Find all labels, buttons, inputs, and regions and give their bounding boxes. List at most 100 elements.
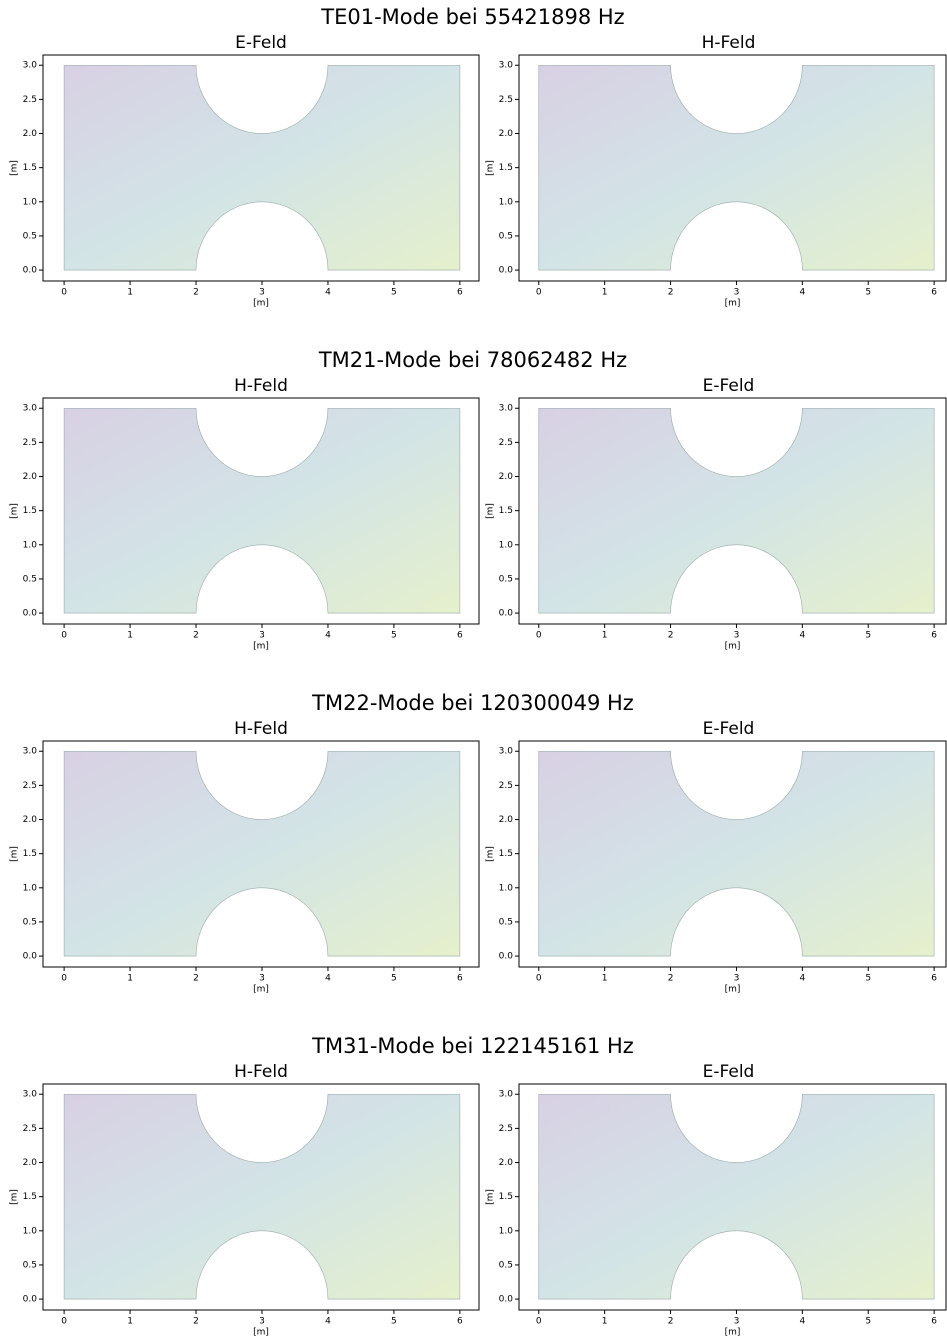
- x-tick-label: 5: [865, 288, 871, 298]
- y-tick-label: 0.0: [499, 609, 514, 619]
- x-tick-label: 5: [391, 631, 397, 641]
- y-tick-label: 1.0: [23, 1226, 38, 1236]
- x-tick-label: 5: [391, 1317, 397, 1327]
- x-tick-label: 1: [602, 288, 608, 298]
- x-tick-label: 3: [259, 974, 265, 984]
- y-tick-label: 0.0: [23, 266, 38, 276]
- y-tick-label: 3.0: [499, 1090, 514, 1100]
- y-tick-label: 0.0: [499, 1295, 514, 1305]
- y-axis-label: [m]: [10, 846, 20, 862]
- x-tick-label: 6: [457, 974, 463, 984]
- x-tick-label: 2: [193, 288, 199, 298]
- x-tick-label: 2: [668, 1317, 674, 1327]
- y-tick-label: 2.0: [499, 472, 514, 482]
- figure-title: TM31-Mode bei 122145161 Hz: [311, 1034, 634, 1058]
- x-tick-label: 6: [931, 288, 937, 298]
- x-tick-label: 1: [602, 631, 608, 641]
- x-tick-label: 6: [457, 288, 463, 298]
- x-tick-label: 6: [457, 1317, 463, 1327]
- panel-title: E-Feld: [235, 33, 287, 53]
- x-tick-label: 1: [602, 974, 608, 984]
- y-tick-label: 2.5: [23, 95, 37, 105]
- x-tick-label: 2: [668, 974, 674, 984]
- figure-title: TM21-Mode bei 78062482 Hz: [318, 348, 627, 372]
- x-tick-label: 0: [61, 1317, 67, 1327]
- y-tick-label: 2.5: [23, 1124, 37, 1134]
- y-tick-label: 1.5: [23, 163, 37, 173]
- field-domain: [63, 750, 461, 957]
- y-tick-label: 1.0: [23, 540, 38, 550]
- y-tick-label: 2.0: [23, 129, 38, 139]
- x-tick-label: 3: [734, 631, 740, 641]
- field-domain: [538, 750, 935, 957]
- x-tick-label: 4: [325, 1317, 331, 1327]
- y-tick-label: 2.0: [499, 1158, 514, 1168]
- y-tick-label: 1.0: [499, 883, 514, 893]
- panel-title: E-Feld: [703, 719, 755, 739]
- x-axis-label: [m]: [725, 1328, 741, 1338]
- y-tick-label: 3.0: [499, 61, 514, 71]
- y-tick-label: 2.0: [23, 472, 38, 482]
- x-tick-label: 5: [865, 1317, 871, 1327]
- x-tick-label: 5: [865, 631, 871, 641]
- y-tick-label: 2.5: [499, 438, 513, 448]
- x-tick-label: 2: [193, 974, 199, 984]
- y-tick-label: 2.0: [499, 815, 514, 825]
- y-tick-label: 1.5: [23, 1192, 37, 1202]
- x-tick-label: 6: [931, 1317, 937, 1327]
- x-tick-label: 1: [127, 974, 133, 984]
- y-tick-label: 1.5: [499, 849, 513, 859]
- y-axis-label: [m]: [10, 1189, 20, 1205]
- x-tick-label: 6: [457, 631, 463, 641]
- x-tick-label: 2: [193, 1317, 199, 1327]
- x-tick-label: 1: [602, 1317, 608, 1327]
- y-tick-label: 3.0: [499, 747, 514, 757]
- x-axis-label: [m]: [253, 642, 269, 652]
- y-axis-label: [m]: [486, 846, 496, 862]
- x-tick-label: 4: [799, 974, 805, 984]
- y-tick-label: 2.0: [499, 129, 514, 139]
- x-tick-label: 0: [61, 974, 67, 984]
- y-tick-label: 0.5: [499, 917, 513, 927]
- field-domain: [63, 1093, 461, 1300]
- x-axis-label: [m]: [725, 985, 741, 995]
- y-tick-label: 1.5: [499, 1192, 513, 1202]
- x-tick-label: 5: [865, 974, 871, 984]
- x-tick-label: 4: [325, 631, 331, 641]
- y-tick-label: 0.5: [499, 574, 513, 584]
- y-tick-label: 0.0: [23, 1295, 38, 1305]
- figure-title: TE01-Mode bei 55421898 Hz: [320, 5, 624, 29]
- y-tick-label: 2.5: [23, 438, 37, 448]
- y-axis-label: [m]: [486, 160, 496, 176]
- y-axis-label: [m]: [486, 503, 496, 519]
- x-tick-label: 3: [734, 1317, 740, 1327]
- panel-title: E-Feld: [703, 1062, 755, 1082]
- x-tick-label: 1: [127, 1317, 133, 1327]
- y-axis-label: [m]: [10, 160, 20, 176]
- x-tick-label: 3: [259, 1317, 265, 1327]
- x-tick-label: 1: [127, 631, 133, 641]
- x-tick-label: 2: [668, 631, 674, 641]
- x-tick-label: 0: [61, 288, 67, 298]
- y-tick-label: 3.0: [23, 61, 38, 71]
- y-tick-label: 0.5: [23, 917, 37, 927]
- x-tick-label: 4: [799, 1317, 805, 1327]
- y-tick-label: 2.0: [23, 815, 38, 825]
- panel-title: H-Feld: [234, 1062, 288, 1082]
- x-tick-label: 3: [259, 288, 265, 298]
- y-axis-label: [m]: [486, 1189, 496, 1205]
- field-domain: [538, 407, 935, 614]
- x-tick-label: 0: [61, 631, 67, 641]
- y-tick-label: 1.5: [23, 506, 37, 516]
- x-tick-label: 0: [536, 1317, 542, 1327]
- y-tick-label: 3.0: [23, 747, 38, 757]
- y-tick-label: 2.5: [499, 781, 513, 791]
- y-tick-label: 3.0: [23, 404, 38, 414]
- y-tick-label: 0.5: [23, 574, 37, 584]
- y-tick-label: 0.0: [499, 952, 514, 962]
- y-tick-label: 0.5: [23, 231, 37, 241]
- y-tick-label: 1.0: [23, 883, 38, 893]
- y-tick-label: 0.0: [23, 952, 38, 962]
- y-tick-label: 0.5: [23, 1260, 37, 1270]
- panel-title: H-Feld: [234, 376, 288, 396]
